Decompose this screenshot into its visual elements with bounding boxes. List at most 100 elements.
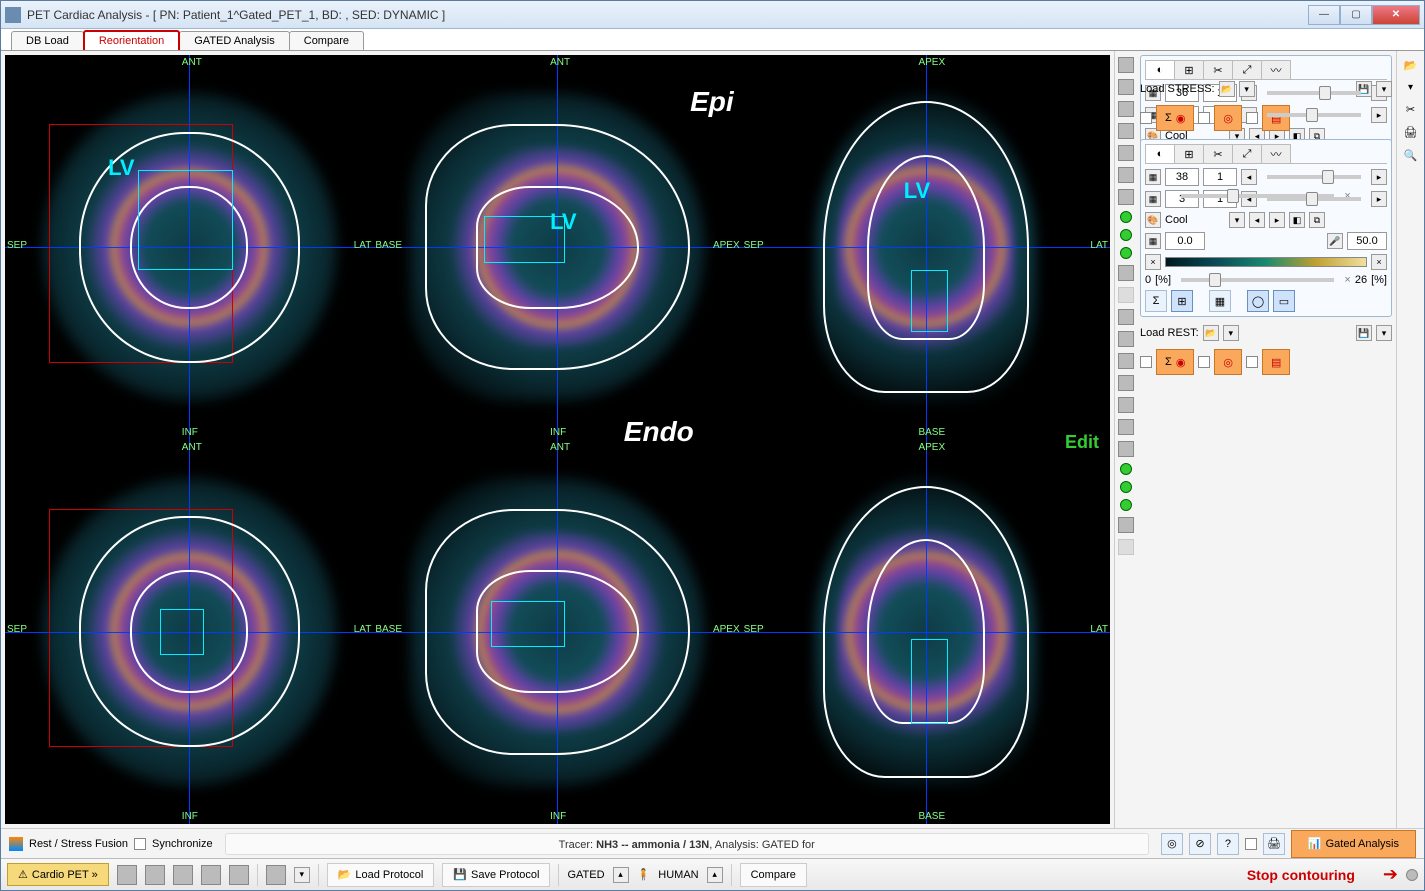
panel-tab-layout[interactable]: ⊞: [1174, 144, 1204, 163]
scissors-icon[interactable]: ✂: [1406, 103, 1415, 116]
target-icon[interactable]: [1118, 101, 1134, 117]
panel-tab-graph[interactable]: ⤢: [1232, 144, 1262, 163]
stress-action2-check[interactable]: [1198, 112, 1210, 124]
myo-dot[interactable]: [1120, 247, 1132, 259]
print-icon[interactable]: 🖨: [1404, 126, 1418, 139]
page-icon[interactable]: [229, 865, 249, 885]
viewport-vla-stress[interactable]: LV APEX BASE SEP LAT: [742, 55, 1110, 440]
card-icon[interactable]: [173, 865, 193, 885]
slice-icon[interactable]: [1118, 397, 1134, 413]
save-icon[interactable]: 💾: [1356, 325, 1372, 341]
close-button[interactable]: ✕: [1372, 5, 1420, 25]
bottom-toolbar: ⚠ Cardio PET » ▾ 📂Load Protocol 💾Save Pr…: [1, 858, 1424, 890]
cardio-pet-button[interactable]: ⚠ Cardio PET »: [7, 863, 109, 886]
stress-action1-check[interactable]: [1140, 112, 1152, 124]
viewport-sax-stress[interactable]: LV ANT INF SEP LAT: [5, 55, 373, 440]
panel-tab-crop[interactable]: ✂: [1203, 60, 1233, 79]
maximize-button[interactable]: ▢: [1340, 5, 1372, 25]
zoom-icon[interactable]: 🔍: [1404, 149, 1418, 162]
help-button[interactable]: ?: [1217, 833, 1239, 855]
panel-tab-wave[interactable]: 〰: [1261, 60, 1291, 79]
viewport-hla-rest[interactable]: ANT INF BASE APEX: [373, 440, 741, 825]
rv-dot[interactable]: [1120, 463, 1132, 475]
target-button[interactable]: ◎: [1161, 833, 1183, 855]
close-tools-icon[interactable]: [1118, 331, 1134, 347]
synchronize-checkbox[interactable]: [134, 838, 146, 850]
slice2-input[interactable]: [1165, 190, 1199, 208]
stress-sigma-button[interactable]: Σ◉: [1156, 105, 1194, 131]
sigma-button[interactable]: Σ: [1145, 290, 1167, 312]
pencil-icon[interactable]: [1118, 189, 1134, 205]
load-protocol-button[interactable]: 📂Load Protocol: [327, 863, 435, 887]
viewport-vla-rest[interactable]: APEX BASE SEP LAT: [742, 440, 1110, 825]
stop-indicator[interactable]: [1406, 869, 1418, 881]
gated-analysis-button[interactable]: 📊 Gated Analysis: [1291, 830, 1416, 858]
panel-tab-wave[interactable]: 〰: [1261, 144, 1291, 163]
panel-tab-contrast[interactable]: ◐: [1145, 144, 1175, 163]
mic-icon[interactable]: 🎤: [1327, 233, 1343, 249]
circle-button[interactable]: ◯: [1247, 290, 1269, 312]
panel-tab-graph[interactable]: ⤢: [1232, 60, 1262, 79]
stress-map-button[interactable]: ▤: [1262, 105, 1290, 131]
target-icon[interactable]: [1118, 353, 1134, 369]
tab-reorientation[interactable]: Reorientation: [83, 30, 180, 50]
myo-dot[interactable]: [1120, 499, 1132, 511]
graph-icon[interactable]: [1118, 419, 1134, 435]
minimize-button[interactable]: —: [1308, 5, 1340, 25]
contrast2-icon[interactable]: [1118, 375, 1134, 391]
palette-icon[interactable]: 🎨: [1145, 212, 1161, 228]
panel-tab-crop[interactable]: ✂: [1203, 144, 1233, 163]
rest-sigma-button[interactable]: Σ◉: [1156, 349, 1194, 375]
step1-input[interactable]: [1203, 168, 1237, 186]
image-viewer[interactable]: LV ANT INF SEP LAT LV ANT INF: [5, 55, 1110, 824]
contrast-icon[interactable]: [1118, 57, 1134, 73]
rv-dot[interactable]: [1120, 211, 1132, 223]
print-button[interactable]: 🖨: [1263, 833, 1285, 855]
circle-icon[interactable]: [145, 865, 165, 885]
lv-dot[interactable]: [1120, 481, 1132, 493]
save-protocol-button[interactable]: 💾Save Protocol: [442, 863, 550, 887]
open-file-icon[interactable]: 📂: [1219, 81, 1235, 97]
graph-icon[interactable]: [1118, 167, 1134, 183]
arrows-icon[interactable]: [1118, 265, 1134, 281]
stress-contour-button[interactable]: ◎: [1214, 105, 1242, 131]
contrast2-icon[interactable]: [1118, 123, 1134, 139]
tab-db-load[interactable]: DB Load: [11, 31, 84, 50]
tool-icon[interactable]: [266, 865, 286, 885]
colormap-select[interactable]: Cool: [1165, 214, 1225, 226]
exit-icon[interactable]: [201, 865, 221, 885]
range-high-input[interactable]: [1347, 232, 1387, 250]
layout-button[interactable]: ▦: [1209, 290, 1231, 312]
range-low-input[interactable]: [1165, 232, 1205, 250]
lv-dot[interactable]: [1120, 229, 1132, 241]
status-checkbox[interactable]: [1245, 838, 1257, 850]
close-tools-icon[interactable]: [1118, 79, 1134, 95]
eye-button[interactable]: ⊘: [1189, 833, 1211, 855]
save-icon: 💾: [453, 868, 467, 881]
rect-button[interactable]: ▭: [1273, 290, 1295, 312]
human-icon: 🧍: [637, 868, 651, 881]
chevron-down-icon[interactable]: ▾: [1408, 82, 1413, 93]
tab-gated-analysis[interactable]: GATED Analysis: [179, 31, 290, 50]
grid-button[interactable]: ⊞: [1171, 290, 1193, 312]
rest-map-button[interactable]: ▤: [1262, 349, 1290, 375]
arrow-right-icon: ➔: [1383, 864, 1398, 885]
contrast-icon[interactable]: [1118, 309, 1134, 325]
viewport-sax-rest[interactable]: ANT INF SEP LAT: [5, 440, 373, 825]
compare-button[interactable]: Compare: [740, 863, 807, 887]
slice2-slider[interactable]: [1267, 113, 1361, 117]
slice-icon[interactable]: [1118, 145, 1134, 161]
viewport-hla-stress[interactable]: LV ANT INF BASE APEX: [373, 55, 741, 440]
link-icon[interactable]: [117, 865, 137, 885]
slice1-input[interactable]: [1165, 168, 1199, 186]
slice1-slider[interactable]: [1267, 91, 1361, 95]
open-file-icon[interactable]: 📂: [1203, 325, 1219, 341]
open-icon[interactable]: 📂: [1404, 59, 1418, 72]
tab-compare[interactable]: Compare: [289, 31, 364, 50]
pencil-icon[interactable]: [1118, 441, 1134, 457]
panel-tab-layout[interactable]: ⊞: [1174, 60, 1204, 79]
rest-contour-button[interactable]: ◎: [1214, 349, 1242, 375]
stress-action3-check[interactable]: [1246, 112, 1258, 124]
arrows-icon[interactable]: [1118, 517, 1134, 533]
panel-tab-contrast[interactable]: ◐: [1145, 60, 1175, 79]
